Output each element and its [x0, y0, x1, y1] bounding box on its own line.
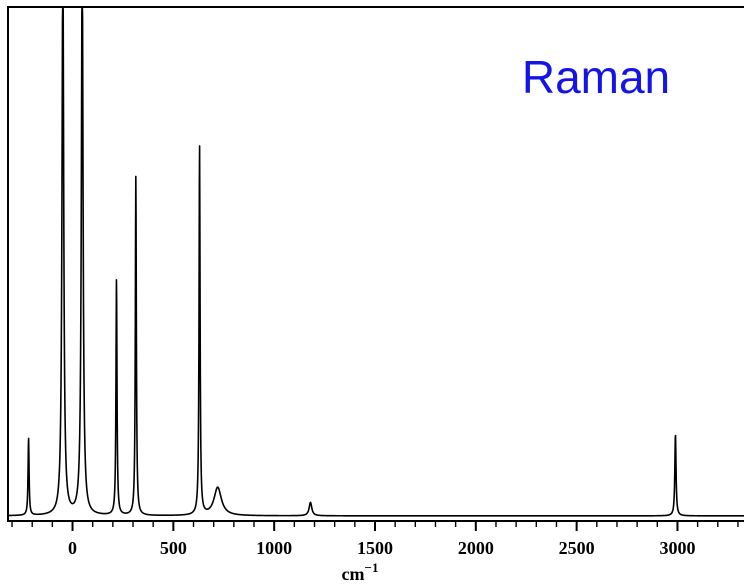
plot-border	[7, 6, 744, 522]
plot-frame	[7, 6, 744, 522]
spectrum-line	[7, 6, 744, 517]
x-tick-label: 0	[68, 538, 77, 558]
x-tick-label: 3000	[659, 538, 695, 558]
x-tick-label: 1000	[256, 538, 292, 558]
x-axis-label-exp: −1	[365, 560, 379, 575]
x-axis-tick-labels: 0 500 1000 1500 2000 2500 3000	[68, 538, 695, 558]
x-tick-label: 500	[160, 538, 187, 558]
raman-annotation: Raman	[522, 51, 670, 103]
x-tick-label: 1500	[357, 538, 393, 558]
x-axis-ticks	[11, 521, 739, 531]
x-axis-label: cm−1	[342, 560, 379, 584]
x-axis-label-base: cm	[342, 564, 365, 584]
x-tick-label: 2000	[458, 538, 494, 558]
x-tick-label: 2500	[559, 538, 595, 558]
